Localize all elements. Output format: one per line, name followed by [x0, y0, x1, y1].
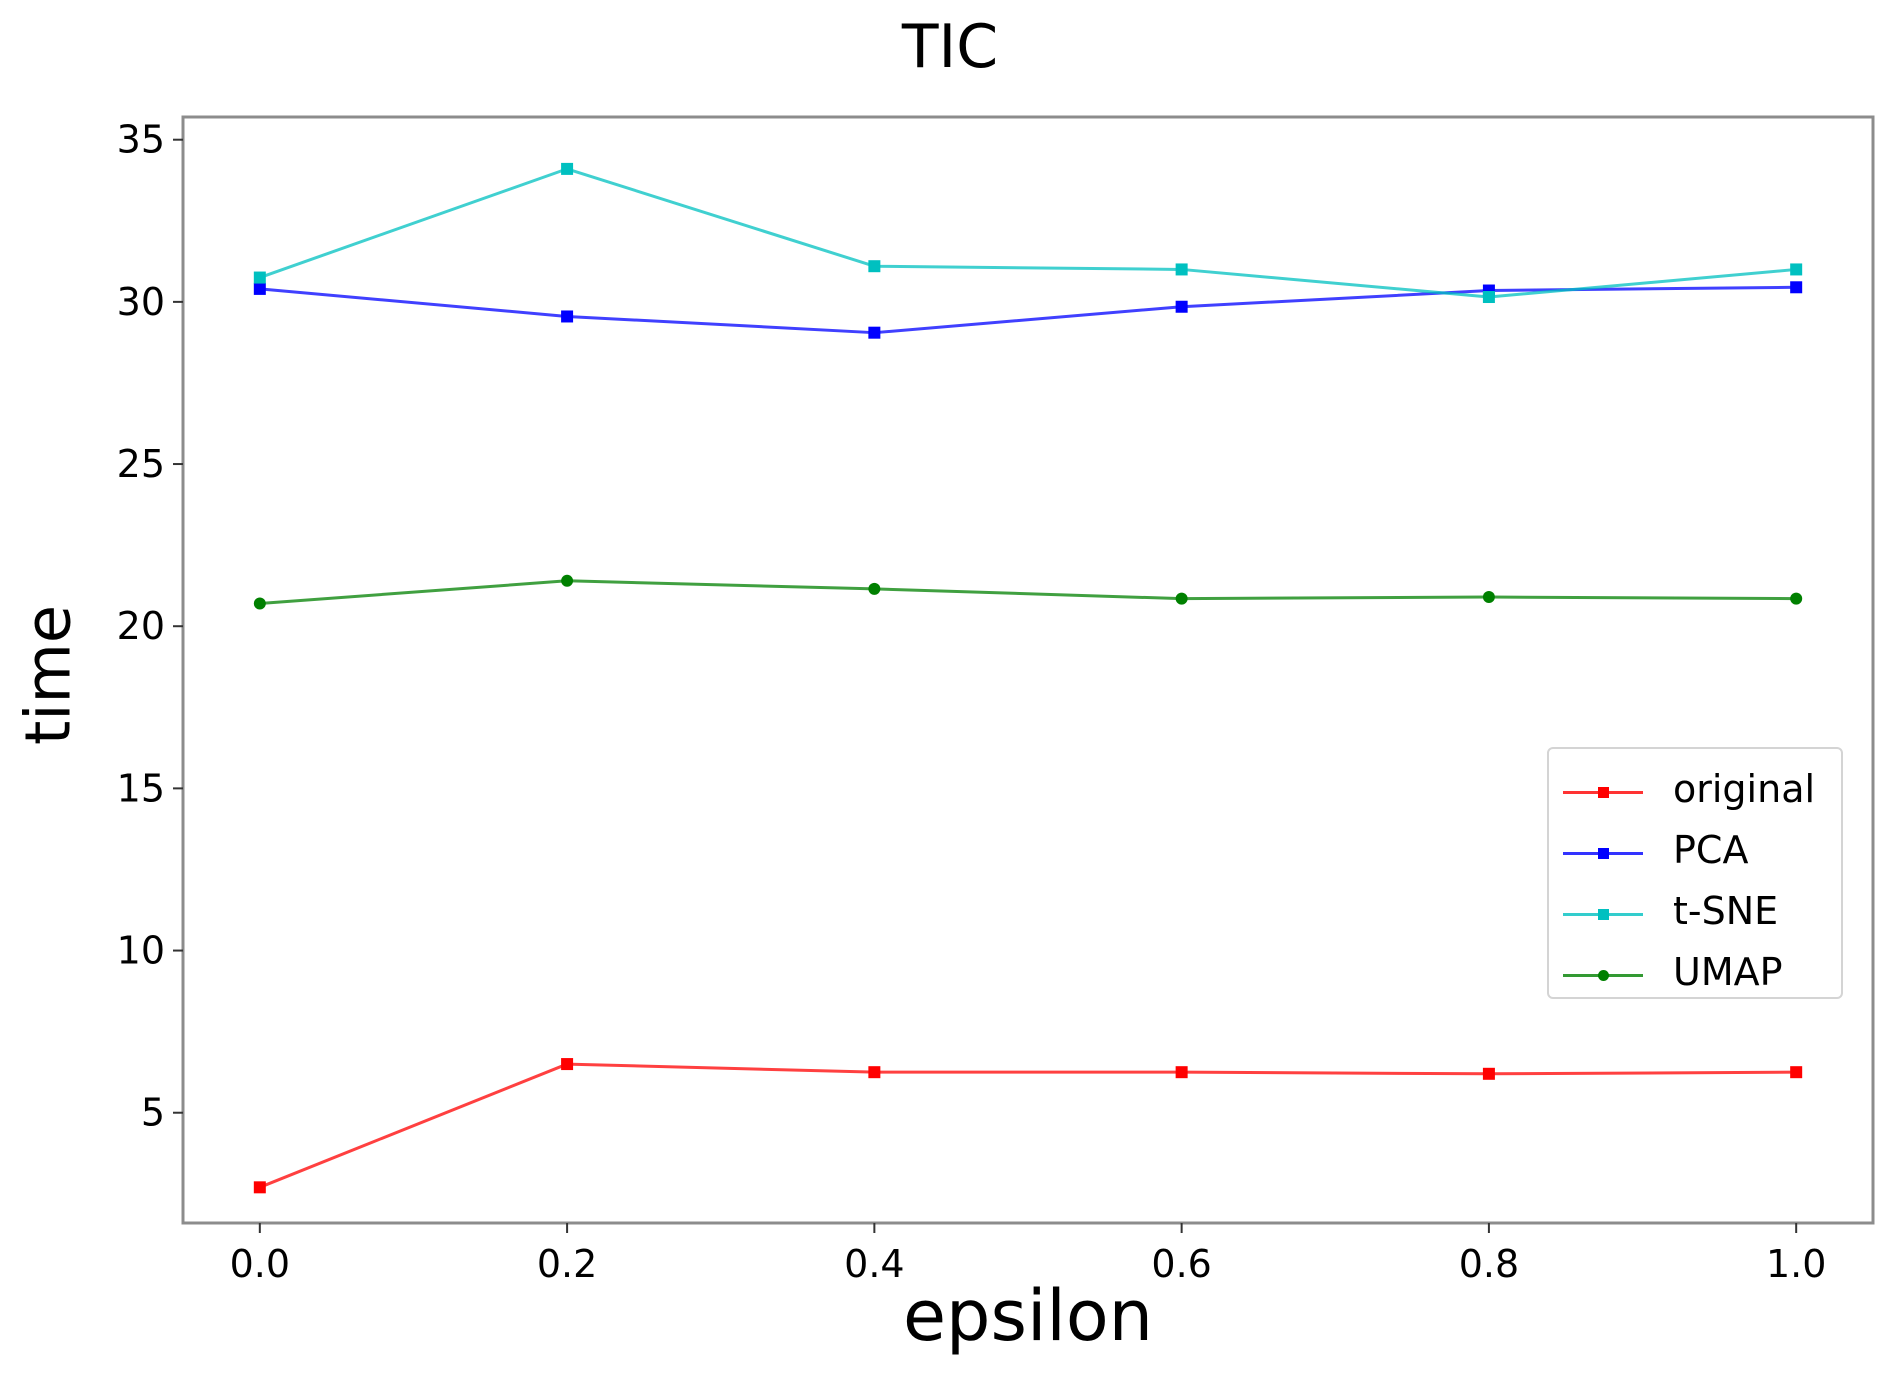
data-point-original — [1482, 1067, 1495, 1080]
legend: original PCA t-SNE UMAP — [1547, 747, 1843, 999]
data-point-original — [561, 1058, 574, 1071]
data-point-umap — [1175, 592, 1188, 605]
legend-item-original: original — [1549, 763, 1841, 823]
series-tsne — [253, 162, 1803, 304]
data-point-original — [1790, 1066, 1803, 1079]
y-tick-label: 25 — [117, 442, 165, 486]
data-point-pca — [1175, 300, 1188, 313]
legend-label-tsne: t-SNE — [1673, 889, 1779, 933]
series-original — [253, 1058, 1803, 1194]
data-point-pca — [868, 326, 881, 339]
data-point-tsne — [1482, 291, 1495, 304]
legend-marker-pca — [1598, 848, 1609, 859]
data-point-tsne — [868, 260, 881, 273]
series-line-tsne — [259, 167, 1797, 299]
series-line-umap — [259, 579, 1797, 606]
data-point-original — [253, 1181, 266, 1194]
series-umap — [253, 574, 1803, 610]
legend-item-umap: UMAP — [1549, 946, 1841, 1006]
data-point-umap — [868, 582, 881, 595]
plot-frame — [181, 115, 1875, 1225]
y-tick-label: 10 — [117, 929, 165, 973]
series-line-original — [259, 1062, 1797, 1189]
x-tick-label: 0.8 — [1459, 1242, 1519, 1286]
legend-item-pca: PCA — [1549, 824, 1841, 884]
data-point-tsne — [253, 271, 266, 284]
y-tick-label: 15 — [117, 766, 165, 810]
series-line-pca — [259, 285, 1797, 335]
legend-item-tsne: t-SNE — [1549, 885, 1841, 945]
legend-label-pca: PCA — [1673, 828, 1749, 872]
y-tick-label: 5 — [141, 1091, 165, 1135]
legend-label-umap: UMAP — [1673, 950, 1783, 994]
data-point-umap — [253, 597, 266, 610]
chart-title: TIC — [901, 12, 999, 82]
legend-marker-umap — [1598, 970, 1609, 981]
x-tick-label: 0.6 — [1151, 1242, 1211, 1286]
data-point-tsne — [561, 162, 574, 175]
data-point-umap — [1790, 592, 1803, 605]
x-axis-label: epsilon — [902, 1275, 1154, 1357]
data-point-original — [868, 1066, 881, 1079]
data-point-original — [1175, 1066, 1188, 1079]
series-pca — [253, 281, 1803, 339]
x-tick-label: 0.0 — [230, 1242, 290, 1286]
x-tick-label: 1.0 — [1766, 1242, 1826, 1286]
x-tick-label: 0.2 — [537, 1242, 597, 1286]
data-point-pca — [253, 282, 266, 295]
legend-marker-tsne — [1598, 909, 1609, 920]
data-point-umap — [1482, 591, 1495, 604]
data-point-umap — [561, 574, 574, 587]
legend-marker-original — [1598, 787, 1609, 798]
y-tick-label: 20 — [117, 604, 165, 648]
y-tick-label: 30 — [117, 280, 165, 324]
legend-label-original: original — [1673, 767, 1816, 811]
x-tick-label: 0.4 — [844, 1242, 904, 1286]
y-tick-label: 35 — [117, 118, 165, 162]
data-point-tsne — [1175, 263, 1188, 276]
data-point-pca — [1790, 281, 1803, 294]
data-point-tsne — [1790, 263, 1803, 276]
data-point-pca — [561, 310, 574, 323]
y-axis-label: time — [11, 604, 85, 746]
